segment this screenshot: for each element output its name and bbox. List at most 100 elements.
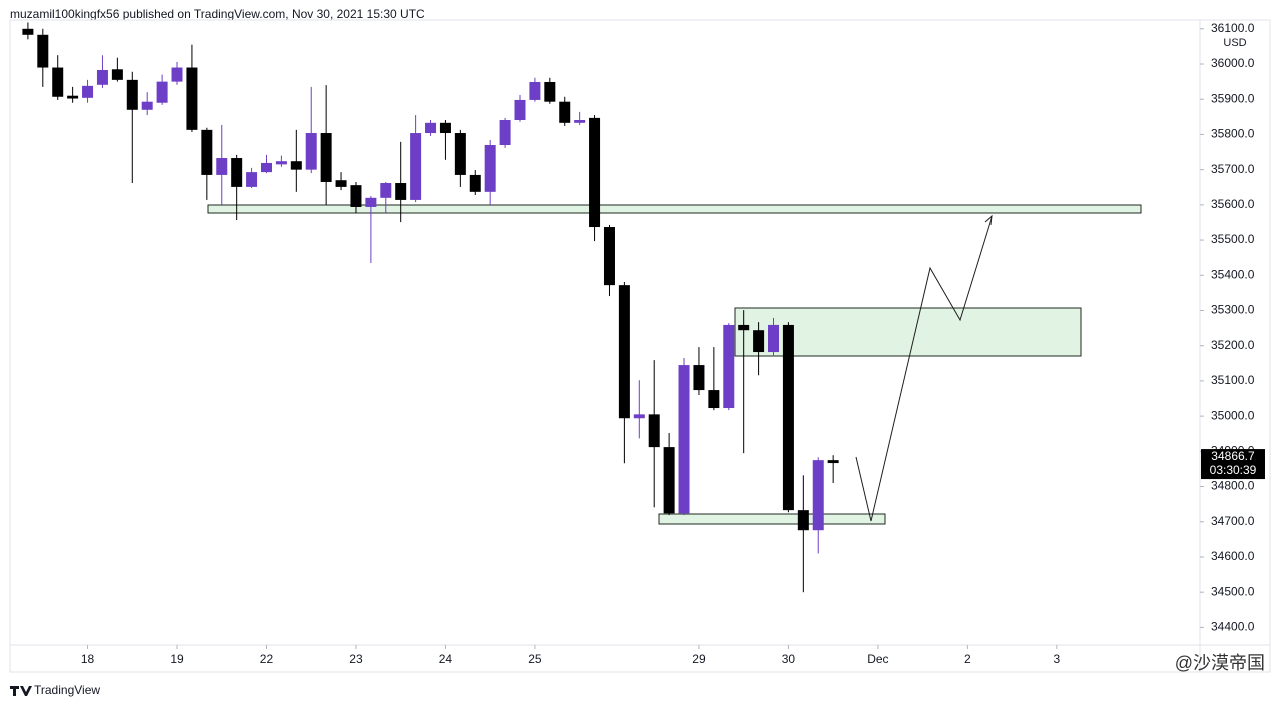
zone [207,204,1142,214]
candle-body [96,70,108,85]
candle-body [186,67,198,130]
y-tick-label: 35500.0 [1211,232,1255,246]
candle-body [559,101,571,123]
y-tick-label: 35700.0 [1211,162,1255,176]
y-tick-label: 35600.0 [1211,197,1255,211]
x-tick-label: 25 [528,652,542,666]
zone [658,513,886,525]
candle-body [231,158,243,187]
y-tick-label: 35800.0 [1211,127,1255,141]
candle-body [320,133,332,182]
arrow-head [984,214,993,226]
logo [10,686,32,696]
candle-body [365,197,377,207]
x-tick-label: 19 [170,652,184,666]
candle-body [663,447,675,514]
candle-body [723,324,735,409]
y-tick-label: 35000.0 [1211,408,1255,422]
candle-body [260,162,272,173]
candle-body [216,158,228,175]
watermark: @沙漠帝国 [1175,653,1265,673]
candle-body [335,180,347,187]
currency-label: USD [1223,37,1246,49]
candle-body [380,183,392,198]
candle-body [454,133,466,175]
candle-body [171,67,183,82]
candle-body [544,81,556,102]
candle-body [126,79,138,110]
candle-body [111,69,123,80]
candle-body [499,120,511,145]
x-tick-label: 24 [439,652,453,666]
plot [22,22,1142,593]
x-tick-label: 18 [81,652,95,666]
candle-body [425,122,437,134]
last-price: 34866.7 [1211,449,1255,463]
projection-path [855,215,993,522]
candle-body [484,145,496,192]
y-tick-label: 35100.0 [1211,373,1255,387]
footer-logo: TradingView [10,683,100,697]
y-tick-label: 35300.0 [1211,303,1255,317]
candle-body [514,99,526,120]
y-tick-label: 34700.0 [1211,514,1255,528]
y-tick-label: 36000.0 [1211,56,1255,70]
candle-body [439,122,451,134]
x-tick-label: 29 [692,652,706,666]
candle-body [529,81,541,100]
candle-body [589,117,601,228]
candle-body [350,185,362,207]
candle-body [246,172,258,187]
countdown: 03:30:39 [1210,463,1257,477]
x-tick-label: 22 [260,652,274,666]
x-tick-label: 3 [1053,652,1060,666]
y-tick-label: 35900.0 [1211,91,1255,105]
candle-body [812,460,824,531]
candle-body [275,161,287,165]
y-tick-label: 34600.0 [1211,549,1255,563]
candle-body [574,120,586,123]
candle-body [827,460,839,464]
x-tick-label: 2 [964,652,971,666]
candle-body [633,414,645,419]
header: muzamil100kingfx56 published on TradingV… [10,7,425,21]
candle-body [305,133,317,170]
frame [9,19,1271,673]
candle-body [67,95,79,99]
x-tick-label: 23 [349,652,363,666]
candle-body [156,81,168,103]
y-tick-label: 34800.0 [1211,479,1255,493]
y-tick-label: 35200.0 [1211,338,1255,352]
y-tick-label: 34500.0 [1211,584,1255,598]
candle-body [797,510,809,531]
x-tick-label: 30 [782,652,796,666]
brand: TradingView [34,683,100,697]
x-tick-label: Dec [867,652,888,666]
candle-body [290,161,302,170]
candle-body [37,34,49,68]
candle-body [693,365,705,391]
candle-body [782,324,794,511]
candle-body [708,390,720,409]
y-tick-label: 35400.0 [1211,267,1255,281]
candle-body [52,67,64,97]
y-tick-label: 36100.0 [1211,21,1255,35]
candle-body [768,324,780,353]
last-price-box [1201,449,1265,480]
y-tick-label: 34400.0 [1211,620,1255,634]
candle-body [738,324,750,331]
candle-body [201,129,213,175]
candle-body [22,28,34,35]
candle-body [82,85,94,98]
candle-body [410,133,422,200]
candle-body [603,227,615,286]
candle-body [648,414,660,448]
candle-body [753,330,765,353]
candle-body [141,101,153,110]
candle-body [678,365,690,514]
candle-body [618,285,630,419]
candle-body [469,174,481,192]
candle-body [395,183,407,200]
